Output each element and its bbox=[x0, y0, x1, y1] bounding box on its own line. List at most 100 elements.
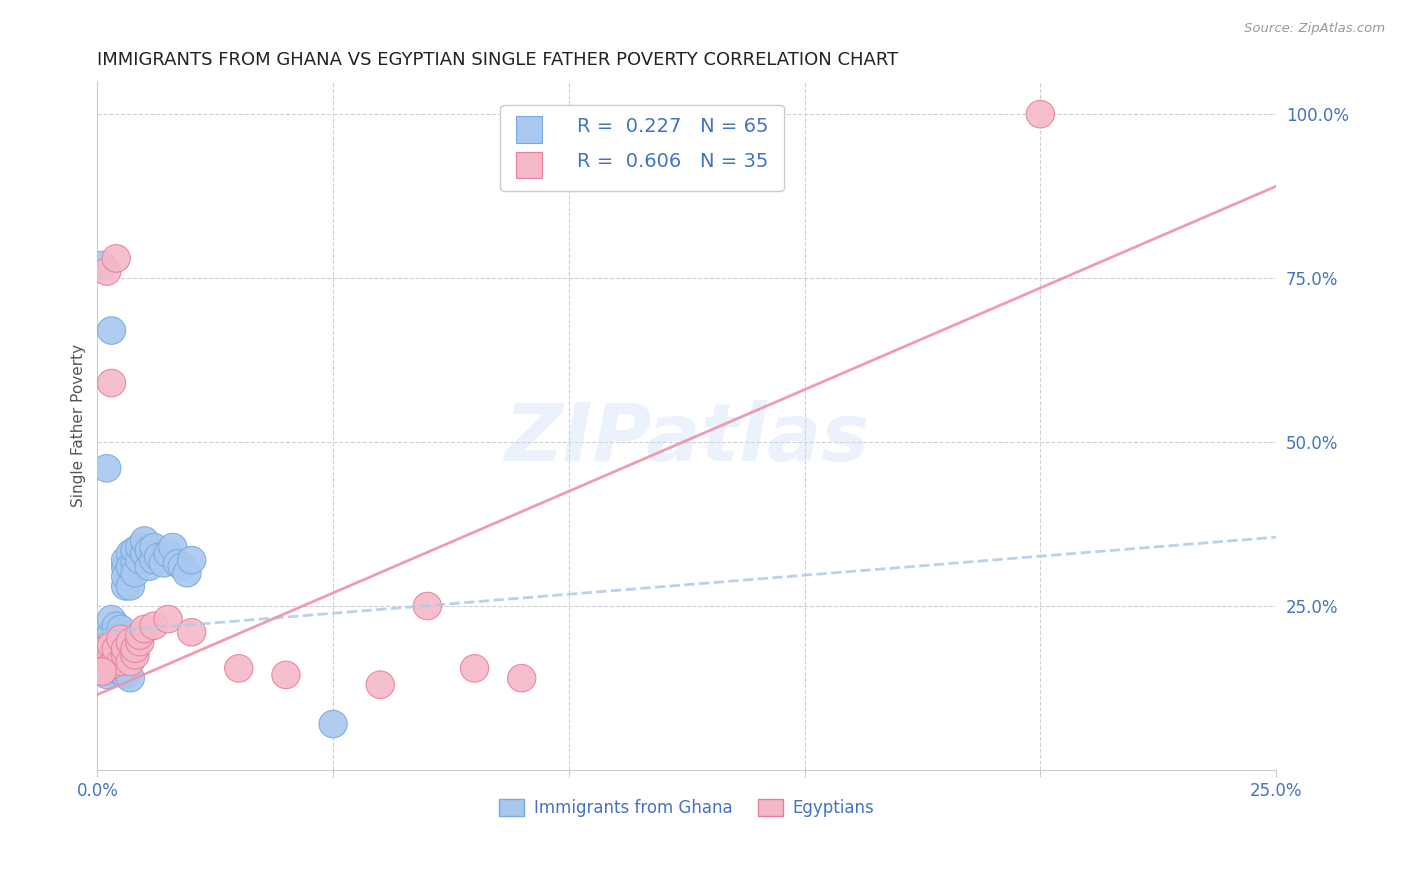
Ellipse shape bbox=[93, 655, 121, 682]
Ellipse shape bbox=[177, 547, 205, 574]
Ellipse shape bbox=[97, 635, 125, 663]
Ellipse shape bbox=[125, 628, 153, 656]
Ellipse shape bbox=[135, 536, 163, 564]
Ellipse shape bbox=[163, 549, 191, 577]
Ellipse shape bbox=[97, 628, 125, 656]
Ellipse shape bbox=[97, 317, 125, 344]
Ellipse shape bbox=[1026, 101, 1054, 128]
Ellipse shape bbox=[89, 657, 117, 685]
Ellipse shape bbox=[271, 661, 299, 689]
Text: Source: ZipAtlas.com: Source: ZipAtlas.com bbox=[1244, 22, 1385, 36]
Ellipse shape bbox=[107, 657, 135, 685]
Ellipse shape bbox=[89, 635, 117, 663]
Ellipse shape bbox=[89, 252, 117, 279]
Ellipse shape bbox=[93, 625, 121, 653]
Ellipse shape bbox=[97, 369, 125, 397]
Ellipse shape bbox=[97, 651, 125, 679]
Ellipse shape bbox=[139, 547, 169, 574]
Ellipse shape bbox=[103, 635, 131, 663]
Ellipse shape bbox=[97, 618, 125, 646]
Ellipse shape bbox=[103, 635, 131, 663]
Ellipse shape bbox=[97, 641, 125, 669]
Ellipse shape bbox=[93, 661, 121, 689]
FancyBboxPatch shape bbox=[501, 105, 785, 192]
Ellipse shape bbox=[460, 655, 489, 682]
Ellipse shape bbox=[93, 651, 121, 679]
Ellipse shape bbox=[93, 645, 121, 673]
Ellipse shape bbox=[107, 615, 135, 643]
Ellipse shape bbox=[225, 655, 253, 682]
Ellipse shape bbox=[139, 612, 169, 640]
Ellipse shape bbox=[93, 632, 121, 659]
Ellipse shape bbox=[111, 553, 139, 581]
Ellipse shape bbox=[111, 563, 139, 591]
Ellipse shape bbox=[135, 553, 163, 581]
Ellipse shape bbox=[125, 547, 153, 574]
Ellipse shape bbox=[97, 641, 125, 669]
Ellipse shape bbox=[117, 573, 145, 600]
Ellipse shape bbox=[131, 615, 159, 643]
Ellipse shape bbox=[117, 553, 145, 581]
Ellipse shape bbox=[93, 258, 121, 285]
Legend: Immigrants from Ghana, Egyptians: Immigrants from Ghana, Egyptians bbox=[492, 792, 882, 823]
Ellipse shape bbox=[89, 628, 117, 656]
Ellipse shape bbox=[366, 671, 395, 698]
Ellipse shape bbox=[125, 533, 153, 561]
Text: ZIPatlas: ZIPatlas bbox=[505, 401, 869, 478]
Ellipse shape bbox=[97, 606, 125, 633]
Ellipse shape bbox=[413, 592, 441, 620]
Ellipse shape bbox=[93, 645, 121, 673]
Ellipse shape bbox=[319, 710, 347, 738]
Ellipse shape bbox=[93, 635, 121, 663]
Ellipse shape bbox=[508, 665, 536, 692]
Ellipse shape bbox=[103, 641, 131, 669]
Ellipse shape bbox=[159, 533, 187, 561]
Ellipse shape bbox=[97, 648, 125, 675]
Ellipse shape bbox=[111, 661, 139, 689]
FancyBboxPatch shape bbox=[516, 117, 541, 143]
Ellipse shape bbox=[153, 606, 183, 633]
Ellipse shape bbox=[89, 648, 117, 675]
Ellipse shape bbox=[107, 645, 135, 673]
Ellipse shape bbox=[89, 641, 117, 669]
Ellipse shape bbox=[103, 244, 131, 272]
Ellipse shape bbox=[121, 641, 149, 669]
Ellipse shape bbox=[103, 645, 131, 673]
Ellipse shape bbox=[89, 648, 117, 675]
Ellipse shape bbox=[93, 455, 121, 482]
Ellipse shape bbox=[107, 648, 135, 675]
Ellipse shape bbox=[107, 635, 135, 663]
Ellipse shape bbox=[93, 657, 121, 685]
Ellipse shape bbox=[89, 655, 117, 682]
Ellipse shape bbox=[117, 540, 145, 567]
Ellipse shape bbox=[111, 573, 139, 600]
FancyBboxPatch shape bbox=[516, 153, 541, 178]
Ellipse shape bbox=[153, 540, 183, 567]
Ellipse shape bbox=[103, 628, 131, 656]
Ellipse shape bbox=[121, 549, 149, 577]
Ellipse shape bbox=[111, 635, 139, 663]
Y-axis label: Single Father Poverty: Single Father Poverty bbox=[72, 344, 86, 508]
Ellipse shape bbox=[97, 655, 125, 682]
Text: R =  0.606   N = 35: R = 0.606 N = 35 bbox=[576, 153, 769, 171]
Ellipse shape bbox=[93, 638, 121, 665]
Text: R =  0.227   N = 65: R = 0.227 N = 65 bbox=[576, 117, 769, 136]
Ellipse shape bbox=[121, 559, 149, 587]
Ellipse shape bbox=[177, 618, 205, 646]
Ellipse shape bbox=[89, 638, 117, 665]
Ellipse shape bbox=[111, 641, 139, 669]
Ellipse shape bbox=[107, 625, 135, 653]
Ellipse shape bbox=[131, 540, 159, 567]
Ellipse shape bbox=[103, 651, 131, 679]
Ellipse shape bbox=[103, 612, 131, 640]
Ellipse shape bbox=[131, 526, 159, 554]
Ellipse shape bbox=[121, 635, 149, 663]
Ellipse shape bbox=[169, 553, 197, 581]
Ellipse shape bbox=[89, 655, 117, 682]
Ellipse shape bbox=[173, 559, 201, 587]
Ellipse shape bbox=[97, 632, 125, 659]
Ellipse shape bbox=[103, 625, 131, 653]
Ellipse shape bbox=[97, 651, 125, 679]
Ellipse shape bbox=[125, 622, 153, 649]
Ellipse shape bbox=[121, 536, 149, 564]
